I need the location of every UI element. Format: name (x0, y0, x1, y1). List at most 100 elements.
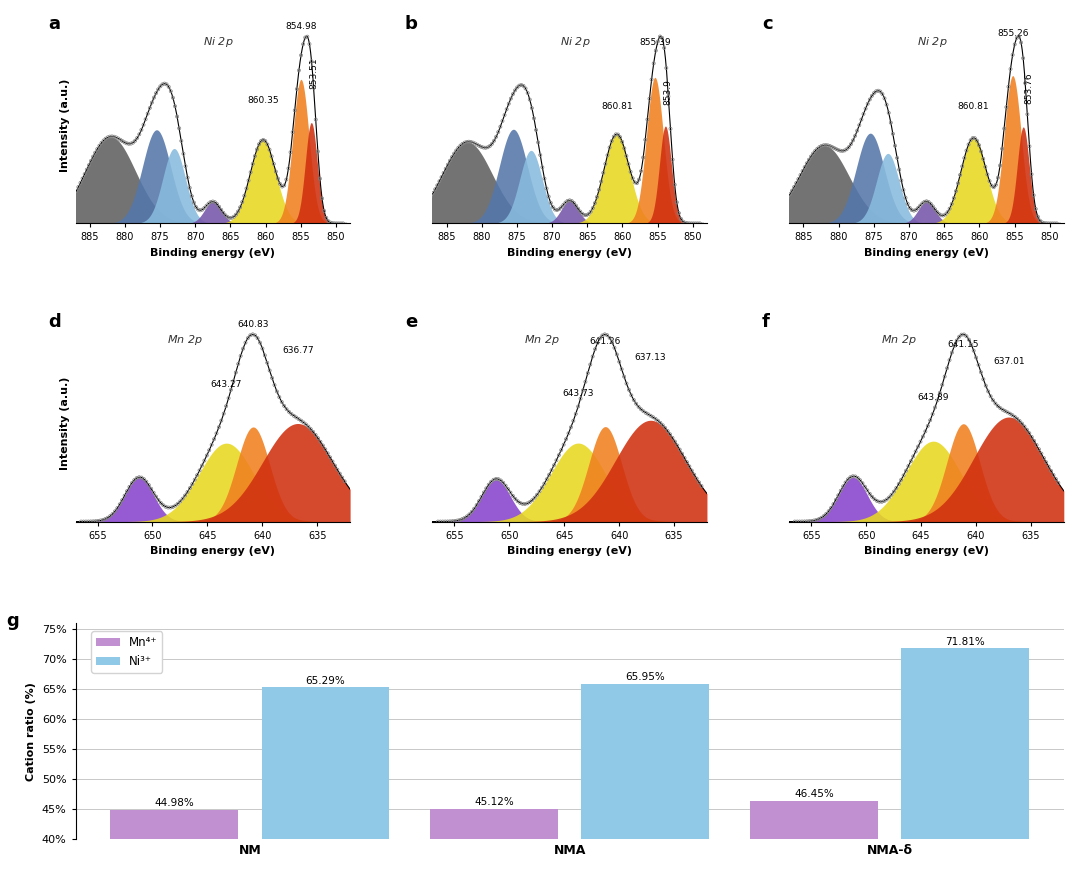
Point (433, 170, 450, 184)
Point (591, 331, 608, 346)
Point (1036, 216, 1053, 230)
Point (311, 171, 328, 186)
Point (189, 468, 206, 482)
Point (246, 149, 264, 163)
Point (886, 484, 903, 498)
Point (271, 390, 288, 405)
Point (538, 181, 555, 196)
Point (145, 486, 162, 500)
Point (895, 468, 913, 482)
Point (998, 100, 1015, 114)
Point (529, 135, 546, 149)
Point (72, 176, 90, 190)
Point (328, 216, 346, 230)
Point (473, 139, 490, 154)
Point (171, 121, 188, 136)
Point (545, 458, 563, 472)
Point (174, 491, 191, 505)
Point (902, 454, 919, 468)
Point (867, 84, 885, 98)
Point (253, 134, 270, 148)
Point (954, 159, 971, 173)
Point (168, 110, 186, 124)
Point (176, 488, 193, 503)
Point (991, 158, 1009, 172)
Point (175, 146, 192, 161)
Point (856, 480, 874, 494)
Point (580, 207, 597, 221)
Point (75, 514, 92, 529)
Point (903, 203, 920, 217)
Point (487, 472, 504, 486)
Point (68, 184, 85, 198)
Point (1048, 216, 1065, 230)
Point (647, 44, 664, 58)
Text: 65.95%: 65.95% (625, 672, 665, 682)
Point (607, 127, 624, 141)
Point (972, 145, 989, 159)
Point (458, 509, 475, 523)
Point (463, 505, 481, 519)
Point (859, 96, 876, 111)
Point (320, 214, 337, 229)
Point (109, 501, 126, 515)
Point (813, 138, 831, 153)
Point (610, 355, 627, 369)
Point (244, 327, 261, 341)
Point (606, 340, 623, 355)
Point (518, 497, 536, 511)
Point (887, 138, 904, 153)
Point (627, 396, 645, 411)
Point (301, 37, 319, 51)
Point (461, 507, 478, 522)
Point (946, 338, 963, 353)
Point (820, 504, 837, 518)
Text: f: f (761, 313, 770, 331)
Point (603, 134, 620, 148)
Point (653, 30, 671, 45)
Point (796, 514, 813, 529)
Point (227, 207, 244, 221)
Point (313, 191, 330, 205)
Point (638, 113, 656, 127)
Point (254, 341, 271, 355)
Point (227, 365, 244, 380)
Point (220, 391, 238, 405)
Point (281, 405, 298, 419)
Text: Mn 2$p$: Mn 2$p$ (525, 333, 561, 346)
Point (685, 216, 702, 230)
Point (451, 513, 469, 527)
Point (189, 203, 206, 217)
Point (929, 393, 946, 407)
Point (645, 56, 662, 71)
Point (974, 152, 991, 166)
Point (66, 188, 83, 202)
Point (123, 476, 140, 490)
Point (89, 142, 106, 156)
Point (642, 409, 659, 423)
Point (420, 193, 437, 207)
Point (586, 342, 604, 356)
Point (235, 188, 253, 203)
Point (131, 470, 148, 484)
Point (119, 484, 136, 498)
Point (536, 171, 553, 186)
Point (131, 127, 148, 141)
Point (584, 201, 602, 215)
Point (783, 183, 800, 197)
Point (786, 514, 804, 529)
Point (882, 115, 900, 129)
Point (643, 72, 660, 87)
Point (891, 163, 908, 177)
Text: 643.27: 643.27 (211, 380, 242, 388)
Point (868, 494, 886, 508)
Point (555, 438, 572, 452)
Point (477, 140, 495, 154)
Point (1007, 410, 1024, 424)
Point (690, 475, 707, 489)
Point (213, 203, 230, 217)
Text: 853.51: 853.51 (309, 57, 318, 88)
Point (283, 407, 300, 421)
Point (594, 329, 611, 343)
Point (821, 138, 838, 153)
